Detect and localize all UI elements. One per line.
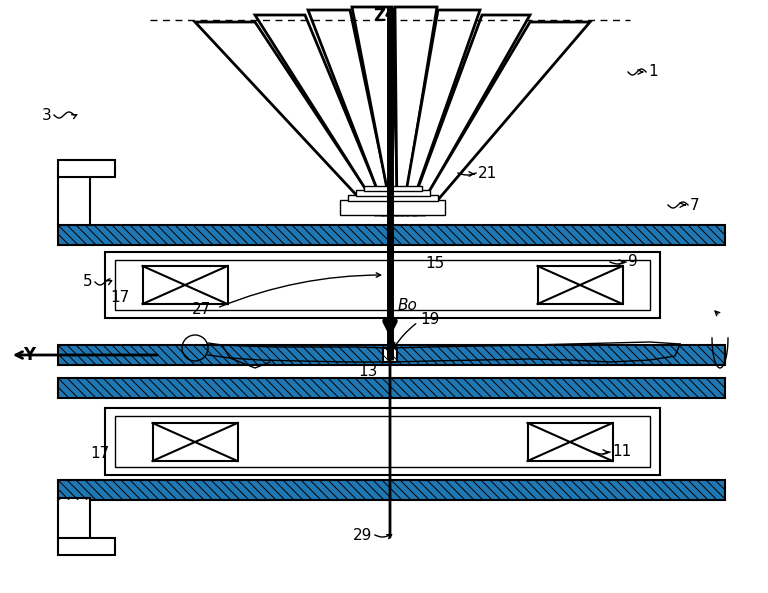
Polygon shape [308,10,393,215]
Polygon shape [115,416,650,467]
Polygon shape [340,200,445,215]
Polygon shape [58,480,725,500]
Polygon shape [415,22,590,215]
Text: 17: 17 [90,445,109,461]
Polygon shape [352,7,398,215]
Text: 21: 21 [478,165,497,180]
Text: 13: 13 [358,365,377,380]
Polygon shape [528,423,613,461]
Text: 11: 11 [612,445,631,460]
Text: Bo: Bo [398,298,418,313]
Polygon shape [195,22,383,215]
Text: 1: 1 [648,65,657,79]
Text: 19: 19 [420,313,439,327]
Polygon shape [115,260,650,310]
Polygon shape [364,186,422,191]
Polygon shape [255,15,388,215]
Text: 7: 7 [690,197,700,212]
Text: 5: 5 [83,275,93,289]
Polygon shape [58,225,725,245]
Polygon shape [58,378,725,398]
Text: Y: Y [23,346,35,364]
Text: 29: 29 [353,528,372,543]
Polygon shape [58,538,115,555]
Text: 15: 15 [425,256,444,270]
Polygon shape [356,190,430,196]
Polygon shape [408,15,530,215]
Polygon shape [395,7,437,215]
Polygon shape [383,348,397,362]
Polygon shape [58,498,90,540]
Text: Z: Z [373,7,385,25]
Text: 3: 3 [42,107,51,123]
Polygon shape [348,195,438,201]
Polygon shape [538,266,623,304]
Text: 9: 9 [628,254,637,269]
Text: 17: 17 [110,291,129,305]
Polygon shape [105,252,660,318]
Polygon shape [153,423,237,461]
Polygon shape [402,10,480,215]
Polygon shape [58,175,90,225]
Polygon shape [105,408,660,475]
Polygon shape [58,160,115,177]
Text: 27: 27 [192,302,211,317]
Polygon shape [143,266,227,304]
Polygon shape [58,345,725,365]
